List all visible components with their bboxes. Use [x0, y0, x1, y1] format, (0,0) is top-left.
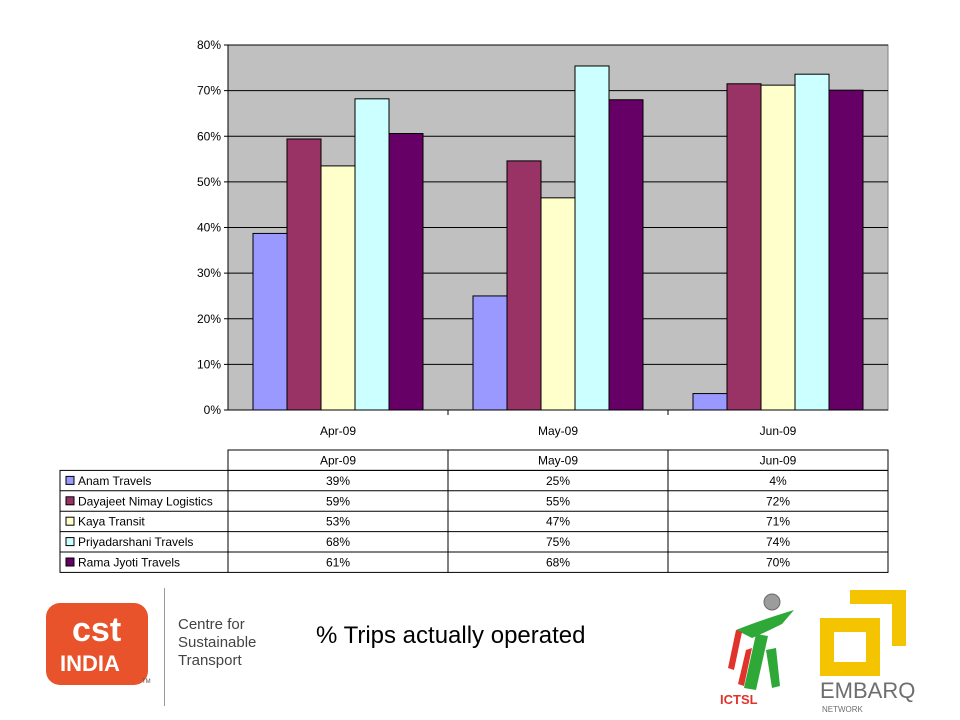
bar	[354, 98, 390, 411]
table-header-cell: May-09	[538, 454, 578, 468]
ictsl-text: ICTSL	[720, 692, 758, 707]
table-series-name: Priyadarshani Travels	[78, 535, 193, 549]
table-series-name: Anam Travels	[78, 474, 151, 488]
x-category-label: May-09	[538, 424, 578, 438]
bar	[388, 133, 424, 411]
bar	[320, 165, 356, 411]
table-value-cell: 68%	[326, 535, 350, 549]
table-value-cell: 70%	[766, 556, 790, 570]
embarq-sub: NETWORK	[822, 705, 864, 714]
table-value-cell: 4%	[769, 474, 787, 488]
bar	[574, 65, 610, 411]
table-value-cell: 47%	[546, 515, 570, 529]
y-tick-label: 50%	[197, 175, 221, 189]
bar	[252, 232, 288, 411]
x-category-label: Jun-09	[760, 424, 797, 438]
y-tick-label: 70%	[197, 84, 221, 98]
bar	[472, 295, 508, 411]
table-value-cell: 72%	[766, 494, 790, 508]
slide-caption: % Trips actually operated	[316, 622, 586, 649]
y-tick-label: 60%	[197, 129, 221, 143]
table-value-cell: 68%	[546, 556, 570, 570]
table-value-cell: 71%	[766, 515, 790, 529]
x-category-label: Apr-09	[320, 424, 356, 438]
bar	[540, 197, 576, 411]
table-value-cell: 61%	[326, 556, 350, 570]
table-value-cell: 55%	[546, 494, 570, 508]
cst-logo-wordmark: Centre for Sustainable Transport	[178, 616, 256, 670]
legend-swatch	[65, 537, 75, 547]
legend-swatch	[65, 557, 75, 567]
bar	[286, 138, 322, 411]
table-value-cell: 59%	[326, 494, 350, 508]
table-header-cell: Apr-09	[320, 454, 356, 468]
embarq-text: EMBARQ	[820, 678, 915, 703]
bar	[726, 83, 762, 411]
cst-logo-divider	[164, 588, 165, 706]
bar	[828, 89, 864, 411]
cst-india-logo: cst INDIA TM	[46, 603, 164, 685]
y-tick-label: 10%	[197, 357, 221, 371]
y-tick-label: 0%	[204, 403, 222, 417]
y-tick-label: 40%	[197, 221, 221, 235]
bar	[506, 160, 542, 411]
cst-logo-mark: cst INDIA	[46, 603, 148, 685]
legend-swatch	[65, 496, 75, 506]
y-tick-label: 30%	[197, 266, 221, 280]
table-series-name: Kaya Transit	[78, 515, 145, 529]
ictsl-logo: ICTSL	[720, 593, 794, 707]
y-tick-label: 20%	[197, 312, 221, 326]
cst-line-3: Transport	[178, 652, 242, 669]
table-value-cell: 75%	[546, 535, 570, 549]
cst-mark-sub: INDIA	[60, 651, 120, 676]
bar	[692, 393, 728, 411]
y-tick-label: 80%	[197, 38, 221, 52]
table-value-cell: 25%	[546, 474, 570, 488]
table-value-cell: 74%	[766, 535, 790, 549]
legend-swatch	[65, 475, 75, 485]
cst-line-2: Sustainable	[178, 634, 257, 651]
legend-swatch	[65, 516, 75, 526]
bar	[794, 73, 830, 411]
table-value-cell: 39%	[326, 474, 350, 488]
bar	[760, 84, 796, 411]
table-series-name: Dayajeet Nimay Logistics	[78, 494, 213, 508]
table-body-box	[59, 469, 889, 573]
bar	[608, 99, 644, 411]
cst-line-1: Centre for	[178, 616, 245, 633]
table-series-name: Rama Jyoti Travels	[78, 556, 180, 570]
table-header-cell: Jun-09	[760, 454, 797, 468]
table-value-cell: 53%	[326, 515, 350, 529]
cst-tm: TM	[142, 679, 151, 685]
cst-mark-text: cst	[72, 611, 122, 649]
embarq-logo: EMBARQ NETWORK	[820, 590, 915, 714]
